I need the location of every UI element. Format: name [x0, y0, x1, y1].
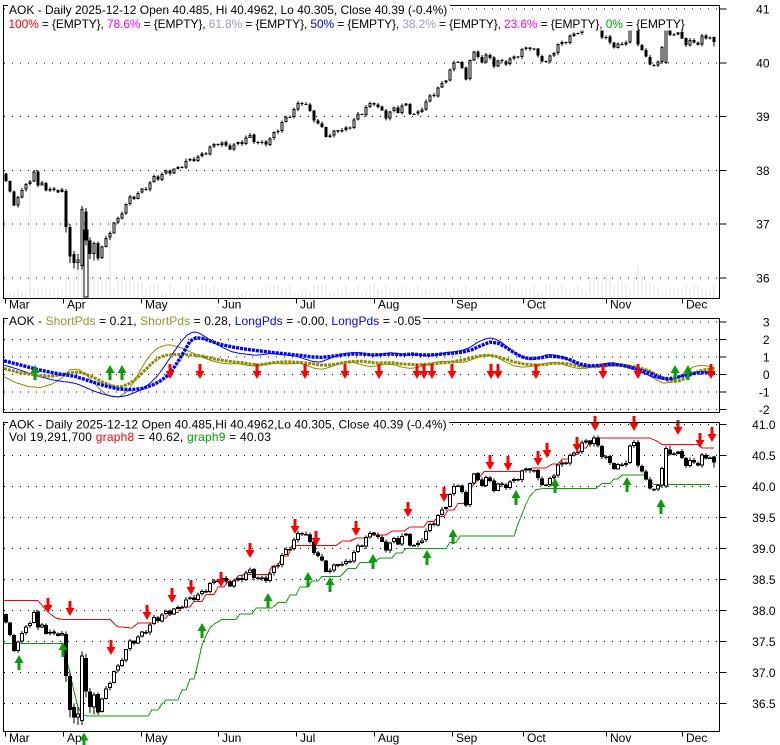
svg-text:100% = {EMPTY}, 78.6% = {EMPTY: 100% = {EMPTY}, 78.6% = {EMPTY}, 61.8% =…	[9, 17, 685, 31]
svg-text:Jun: Jun	[222, 298, 241, 312]
svg-text:May: May	[145, 298, 168, 312]
svg-text:Nov: Nov	[610, 298, 631, 312]
svg-text:2: 2	[763, 333, 770, 347]
svg-text:37.0: 37.0	[752, 666, 776, 680]
svg-text:Oct: Oct	[527, 731, 546, 745]
svg-text:3: 3	[763, 315, 770, 329]
svg-text:Aug: Aug	[378, 731, 399, 745]
svg-text:41.0: 41.0	[752, 418, 776, 432]
svg-text:Oct: Oct	[527, 298, 546, 312]
svg-text:Jun: Jun	[222, 731, 241, 745]
svg-text:Sep: Sep	[456, 731, 478, 745]
svg-text:Aug: Aug	[378, 298, 399, 312]
svg-text:38.5: 38.5	[752, 573, 776, 587]
svg-text:Sep: Sep	[456, 298, 478, 312]
svg-text:0: 0	[763, 368, 770, 382]
svg-text:AOK - ShortPds = 0.21, ShortPd: AOK - ShortPds = 0.21, ShortPds = 0.28, …	[9, 314, 421, 328]
svg-text:39.0: 39.0	[752, 542, 776, 556]
svg-text:36: 36	[756, 271, 770, 285]
svg-text:41: 41	[756, 3, 770, 17]
svg-text:Mar: Mar	[9, 731, 30, 745]
svg-text:Jul: Jul	[300, 731, 315, 745]
svg-text:37.5: 37.5	[752, 635, 776, 649]
svg-text:38: 38	[756, 164, 770, 178]
svg-text:1: 1	[763, 350, 770, 364]
svg-text:40: 40	[756, 56, 770, 70]
svg-text:40.0: 40.0	[752, 480, 776, 494]
svg-text:38.0: 38.0	[752, 604, 776, 618]
svg-text:Dec: Dec	[686, 298, 707, 312]
svg-text:Jul: Jul	[300, 298, 315, 312]
svg-text:Vol 19,291,700 graph8 = 40.62,: Vol 19,291,700 graph8 = 40.62, graph9 = …	[9, 430, 271, 444]
svg-text:40.5: 40.5	[752, 449, 776, 463]
svg-text:39: 39	[756, 110, 770, 124]
svg-text:AOK - Daily 2025-12-12 Open 40: AOK - Daily 2025-12-12 Open 40.485,Hi 40…	[9, 417, 447, 431]
svg-text:Apr: Apr	[67, 731, 86, 745]
svg-text:-1: -1	[759, 385, 770, 399]
svg-text:Nov: Nov	[610, 731, 631, 745]
svg-text:39.5: 39.5	[752, 511, 776, 525]
svg-text:Mar: Mar	[9, 298, 30, 312]
svg-text:36.5: 36.5	[752, 697, 776, 711]
svg-text:-2: -2	[759, 403, 770, 417]
svg-text:Apr: Apr	[67, 298, 86, 312]
svg-text:May: May	[145, 731, 168, 745]
svg-text:Dec: Dec	[686, 731, 707, 745]
svg-text:37: 37	[756, 218, 770, 232]
svg-text:AOK - Daily 2025-12-12 Open 40: AOK - Daily 2025-12-12 Open 40.485, Hi 4…	[9, 3, 447, 17]
